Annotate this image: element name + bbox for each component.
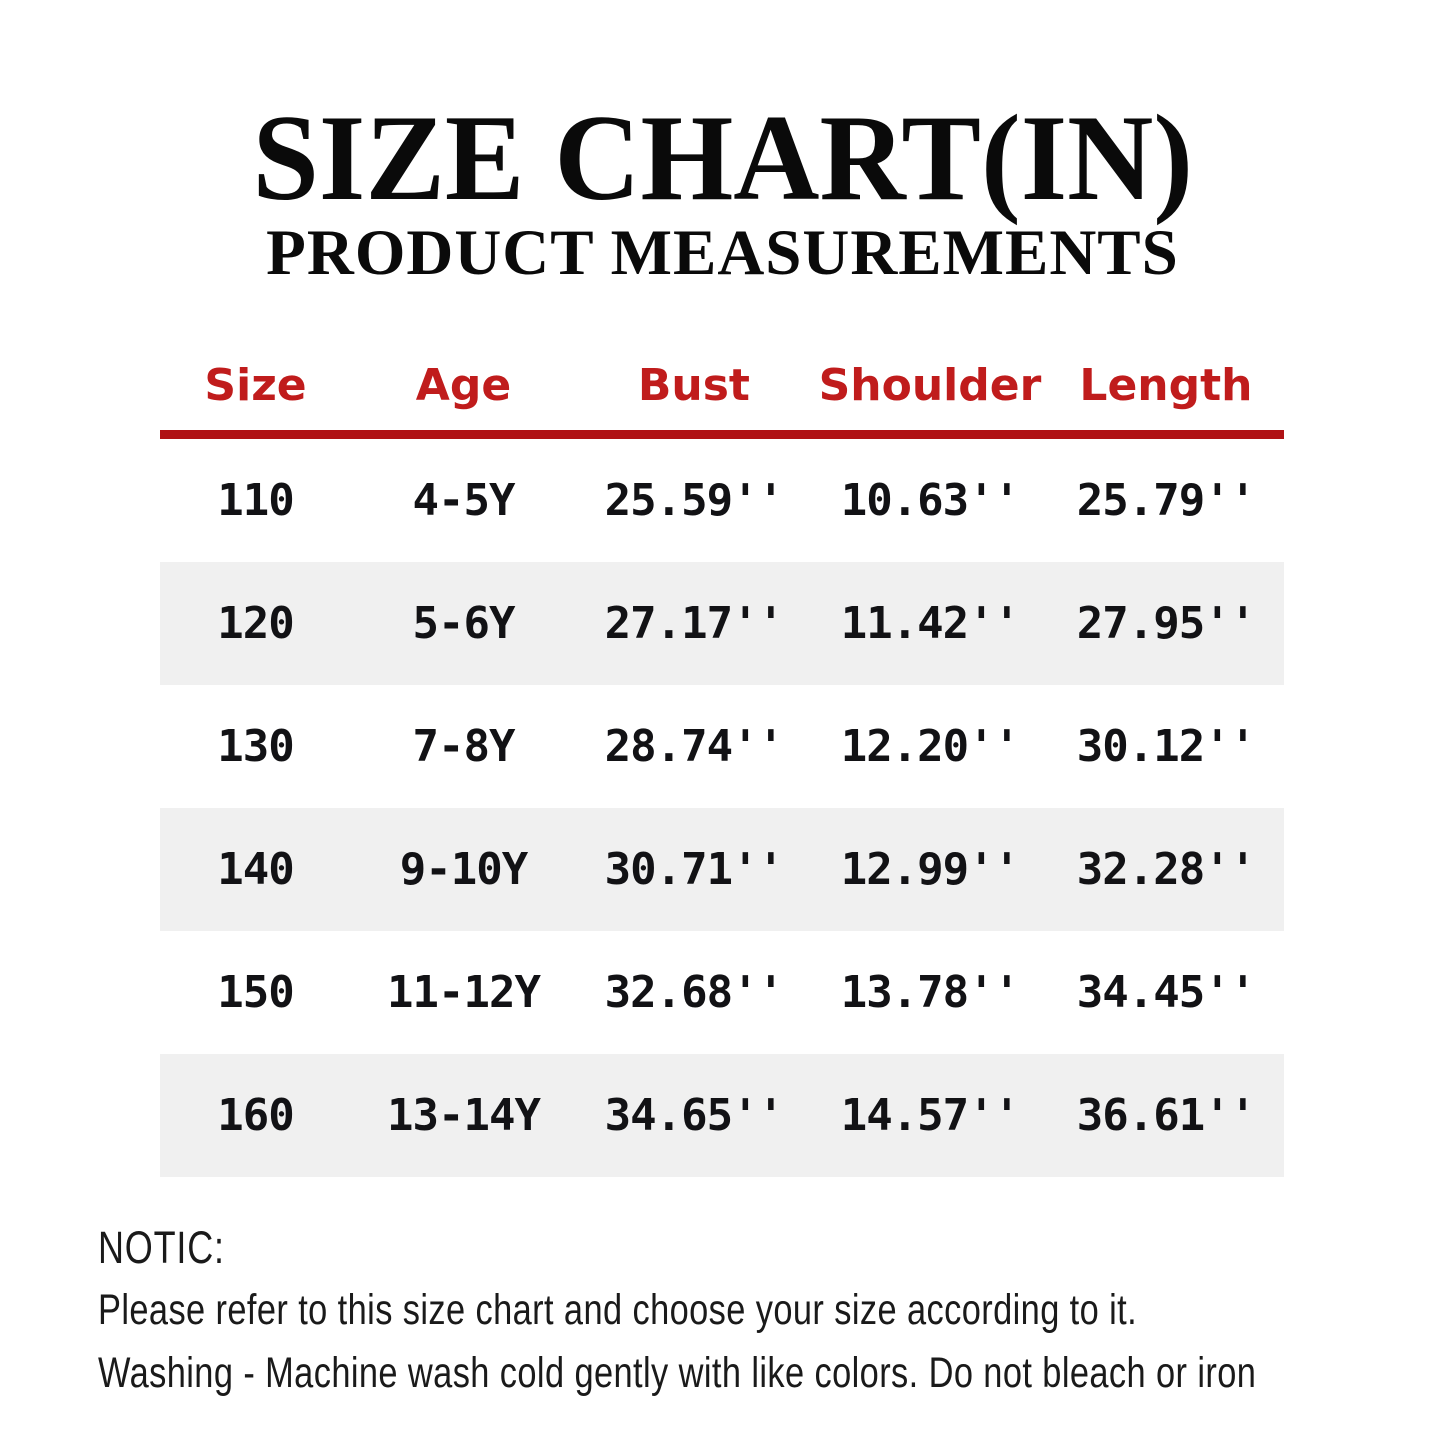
cell-shoulder: 12.20'' <box>840 721 1020 772</box>
cell-size: 110 <box>217 475 294 526</box>
column-header-length: Length <box>1079 359 1253 411</box>
column-header-age: Age <box>415 359 512 411</box>
cell-size: 130 <box>217 721 294 772</box>
cell-size: 160 <box>217 1090 294 1141</box>
cell-length: 27.95'' <box>1076 598 1256 649</box>
table-row-110: 110 4-5Y 25.59'' 10.63'' 25.79'' <box>160 439 1284 562</box>
cell-length: 34.45'' <box>1076 967 1256 1018</box>
cell-size: 120 <box>217 598 294 649</box>
notes-size-advice: Please refer to this size chart and choo… <box>98 1285 1138 1334</box>
cell-bust: 28.74'' <box>604 721 784 772</box>
cell-length: 32.28'' <box>1076 844 1256 895</box>
column-header-shoulder: Shoulder <box>818 359 1042 411</box>
table-row-150: 150 11-12Y 32.68'' 13.78'' 34.45'' <box>160 931 1284 1054</box>
size-table: Size Age Bust Shoulder Length 110 4-5Y 2… <box>160 340 1284 1177</box>
cell-length: 25.79'' <box>1076 475 1256 526</box>
table-header-row: Size Age Bust Shoulder Length <box>160 340 1284 430</box>
cell-length: 30.12'' <box>1076 721 1256 772</box>
notes-heading: NOTIC: <box>98 1222 225 1273</box>
cell-length: 36.61'' <box>1076 1090 1256 1141</box>
column-header-bust: Bust <box>637 359 750 411</box>
cell-shoulder: 12.99'' <box>840 844 1020 895</box>
cell-bust: 27.17'' <box>604 598 784 649</box>
page-subtitle: PRODUCT MEASUREMENTS <box>266 217 1179 289</box>
cell-age: 11-12Y <box>387 967 541 1018</box>
cell-bust: 30.71'' <box>604 844 784 895</box>
header-divider-rule <box>160 430 1284 439</box>
cell-age: 9-10Y <box>399 844 528 895</box>
cell-bust: 25.59'' <box>604 475 784 526</box>
table-row-160: 160 13-14Y 34.65'' 14.57'' 36.61'' <box>160 1054 1284 1177</box>
cell-bust: 34.65'' <box>604 1090 784 1141</box>
cell-shoulder: 11.42'' <box>840 598 1020 649</box>
title-block: SIZE CHART(IN) PRODUCT MEASUREMENTS <box>0 96 1445 286</box>
cell-age: 7-8Y <box>412 721 515 772</box>
notes-washing-instructions: Washing - Machine wash cold gently with … <box>98 1349 1257 1398</box>
cell-shoulder: 14.57'' <box>840 1090 1020 1141</box>
table-row-130: 130 7-8Y 28.74'' 12.20'' 30.12'' <box>160 685 1284 808</box>
cell-shoulder: 13.78'' <box>840 967 1020 1018</box>
table-row-140: 140 9-10Y 30.71'' 12.99'' 32.28'' <box>160 808 1284 931</box>
cell-shoulder: 10.63'' <box>840 475 1020 526</box>
cell-bust: 32.68'' <box>604 967 784 1018</box>
table-row-120: 120 5-6Y 27.17'' 11.42'' 27.95'' <box>160 562 1284 685</box>
cell-age: 5-6Y <box>412 598 515 649</box>
cell-age: 4-5Y <box>412 475 515 526</box>
page-title: SIZE CHART(IN) <box>252 89 1193 226</box>
cell-size: 150 <box>217 967 294 1018</box>
column-header-size: Size <box>204 359 307 411</box>
cell-size: 140 <box>217 844 294 895</box>
notes-block: NOTIC: Please refer to this size chart a… <box>98 1222 1428 1413</box>
cell-age: 13-14Y <box>387 1090 541 1141</box>
